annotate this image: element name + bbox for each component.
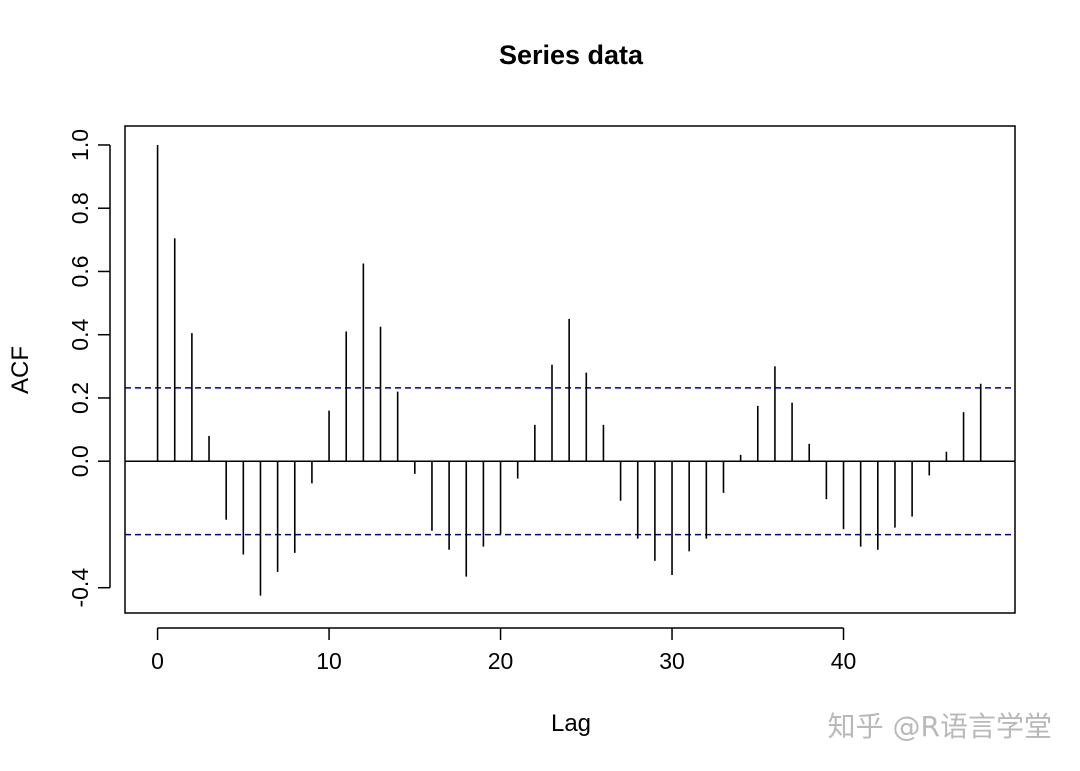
y-tick-label: 1.0: [67, 129, 93, 161]
x-tick-label: 20: [488, 648, 514, 674]
x-tick-label: 10: [316, 648, 342, 674]
plot-area: 0 10 20 30 40 -0.4 0.0 0.2 0.4 0.6 0.8 1.0: [67, 125, 1016, 674]
chart-title: Series data: [499, 40, 644, 70]
y-tick-label: 0.6: [67, 255, 93, 287]
x-tick-label: 40: [831, 648, 857, 674]
x-axis-label: Lag: [551, 710, 591, 737]
x-tick-label: 0: [151, 648, 164, 674]
plot-frame: [124, 125, 1016, 614]
x-tick-label: 30: [659, 648, 685, 674]
y-tick-label: 0.2: [67, 382, 93, 414]
y-tick-label: -0.4: [67, 568, 93, 608]
y-tick-label: 0.0: [67, 445, 93, 477]
y-tick-label: 0.4: [67, 319, 93, 351]
watermark-text: 知乎 @R语言学堂: [828, 710, 1052, 743]
y-axis-label: ACF: [7, 346, 34, 394]
y-tick-label: 0.8: [67, 192, 93, 224]
